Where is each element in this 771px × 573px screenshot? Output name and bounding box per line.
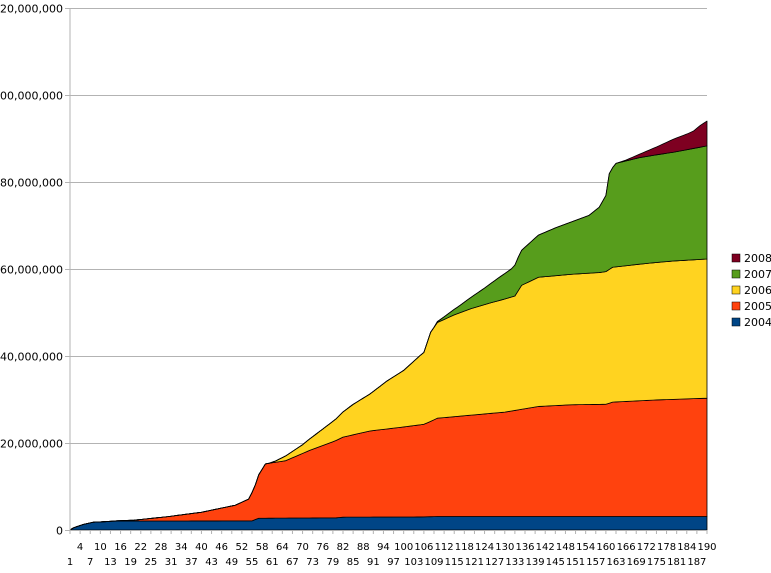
x-tick-label: 148	[556, 542, 575, 553]
legend-swatch-2004	[731, 317, 741, 327]
x-tick-label: 130	[495, 542, 514, 553]
x-tick-label: 49	[225, 557, 238, 568]
legend-label-2005: 2005	[744, 300, 771, 313]
x-tick-label: 25	[145, 557, 158, 568]
x-tick-label: 4	[77, 542, 83, 553]
y-tick-label: 60,000,000	[0, 264, 63, 277]
x-tick-label: 121	[465, 557, 484, 568]
x-tick-label: 184	[677, 542, 696, 553]
x-tick-label: 94	[377, 542, 390, 553]
x-tick-label: 100	[394, 542, 413, 553]
x-tick-label: 166	[617, 542, 636, 553]
y-axis-ticks: 0 20,000,000 40,000,000 60,000,000 80,000,00…	[0, 3, 70, 538]
x-tick-label: 52	[236, 542, 249, 553]
x-tick-label: 55	[246, 557, 259, 568]
x-tick-label: 154	[576, 542, 595, 553]
x-tick-label: 67	[286, 557, 299, 568]
x-tick-label: 34	[175, 542, 188, 553]
x-tick-label: 79	[327, 557, 340, 568]
series-areas	[69, 120, 708, 531]
legend-label-2006: 2006	[744, 284, 771, 297]
x-tick-label: 136	[515, 542, 534, 553]
x-tick-label: 175	[647, 557, 666, 568]
x-tick-label: 145	[546, 557, 565, 568]
legend-label-2004: 2004	[744, 316, 771, 329]
x-tick-label: 133	[505, 557, 524, 568]
x-tick-label: 103	[404, 557, 423, 568]
x-tick-label: 88	[357, 542, 370, 553]
x-tick-label: 190	[697, 542, 716, 553]
x-tick-label: 169	[627, 557, 646, 568]
x-tick-label: 124	[475, 542, 494, 553]
x-tick-label: 151	[566, 557, 585, 568]
y-tick-label: 80,000,000	[0, 177, 63, 190]
x-tick-label: 85	[347, 557, 360, 568]
x-tick-label: 187	[687, 557, 706, 568]
x-tick-label: 115	[445, 557, 464, 568]
x-tick-label: 1	[67, 557, 73, 568]
x-tick-label: 46	[215, 542, 228, 553]
x-tick-label: 82	[337, 542, 350, 553]
legend-swatch-2007	[731, 269, 741, 279]
x-tick-label: 37	[185, 557, 198, 568]
x-tick-label: 22	[134, 542, 147, 553]
x-tick-label: 16	[114, 542, 127, 553]
x-tick-label: 76	[316, 542, 329, 553]
x-tick-label: 10	[94, 542, 107, 553]
x-tick-label: 109	[424, 557, 443, 568]
y-tick-label: 40,000,000	[0, 351, 63, 364]
y-tick-label: 100,000,000	[0, 90, 63, 103]
x-tick-label: 40	[195, 542, 208, 553]
x-tick-label: 31	[165, 557, 178, 568]
x-tick-label: 172	[637, 542, 656, 553]
x-tick-label: 118	[455, 542, 474, 553]
x-tick-label: 181	[667, 557, 686, 568]
legend: 2008 2007 2006 2005 2004	[731, 252, 771, 329]
x-tick-label: 178	[657, 542, 676, 553]
legend-swatch-2008	[731, 253, 741, 263]
legend-swatch-2005	[731, 301, 741, 311]
x-tick-label: 163	[606, 557, 625, 568]
x-tick-label: 112	[435, 542, 454, 553]
x-tick-label: 70	[296, 542, 309, 553]
legend-label-2007: 2007	[744, 268, 771, 281]
x-tick-label: 7	[87, 557, 93, 568]
x-tick-label: 139	[526, 557, 545, 568]
area-series-2008	[69, 120, 708, 531]
x-tick-label: 58	[256, 542, 269, 553]
x-tick-label: 157	[586, 557, 605, 568]
y-tick-label: 20,000,000	[0, 438, 63, 451]
x-tick-label: 19	[124, 557, 137, 568]
y-tick-label: 120,000,000	[0, 3, 63, 16]
x-tick-label: 97	[387, 557, 400, 568]
x-tick-label: 73	[306, 557, 319, 568]
x-tick-label: 160	[596, 542, 615, 553]
legend-swatch-2006	[731, 285, 741, 295]
x-tick-label: 28	[155, 542, 168, 553]
x-tick-label: 127	[485, 557, 504, 568]
legend-label-2008: 2008	[744, 252, 771, 265]
x-tick-label: 61	[266, 557, 279, 568]
x-tick-label: 106	[414, 542, 433, 553]
x-tick-label: 43	[205, 557, 218, 568]
x-tick-label: 13	[104, 557, 117, 568]
x-tick-label: 64	[276, 542, 289, 553]
x-tick-label: 91	[367, 557, 380, 568]
y-tick-label: 0	[56, 525, 63, 538]
x-tick-label: 142	[536, 542, 555, 553]
